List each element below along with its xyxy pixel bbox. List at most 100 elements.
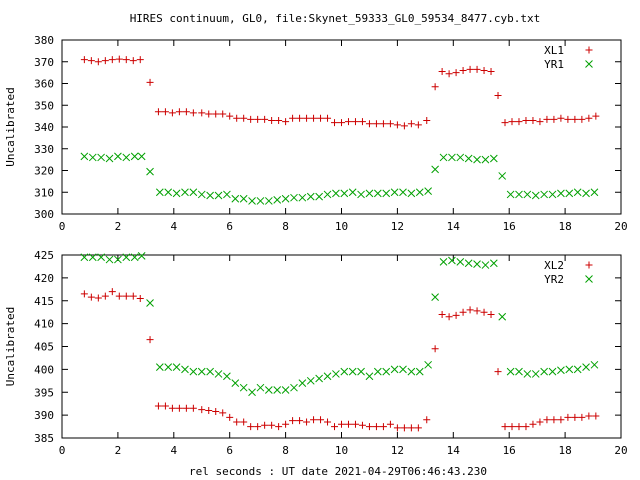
xl1-point: [182, 108, 190, 116]
yr1-point: [489, 154, 498, 163]
yr1-point: [515, 190, 523, 199]
xl2-point: [438, 310, 446, 318]
xl1-point: [212, 110, 220, 118]
xl2-point: [219, 409, 227, 417]
xl1-point: [233, 114, 241, 122]
yr1-point: [164, 188, 173, 197]
xl1-point: [101, 57, 109, 65]
xl2-point: [198, 406, 206, 414]
yr1-point: [97, 153, 105, 162]
xl2-point: [136, 294, 144, 302]
yr2-point: [323, 372, 332, 381]
xl2-point: [358, 421, 366, 429]
xl2-point: [268, 421, 276, 429]
y-tick-label: 420: [34, 272, 54, 285]
x-tick-label: 6: [226, 220, 233, 233]
yr2-point: [298, 379, 307, 387]
xl1-point: [515, 118, 523, 126]
xl2-point: [189, 404, 197, 412]
xl2-point: [536, 418, 544, 426]
xl1-point: [452, 69, 460, 77]
yr1-point: [399, 188, 407, 197]
xl2-point: [317, 416, 325, 424]
y-tick-label: 415: [34, 295, 54, 308]
xl1-point: [338, 119, 345, 127]
yr1-point: [473, 155, 481, 164]
x-tick-label: 2: [115, 220, 122, 233]
yr2-point: [548, 367, 557, 376]
xl2-point: [522, 423, 530, 431]
xl1-point: [501, 119, 509, 127]
xl1-point: [407, 120, 415, 128]
yr1-point: [506, 190, 515, 199]
legend-label: XL1: [544, 44, 564, 57]
yr2-point: [523, 370, 532, 378]
yr1-point: [448, 153, 456, 162]
xl1-point: [94, 58, 102, 66]
x-tick-label: 2: [115, 444, 122, 457]
yr2-point: [473, 260, 481, 269]
yr2-point: [264, 386, 273, 394]
yr1-point: [155, 188, 164, 197]
yr1-point: [214, 191, 223, 200]
yr1-point: [573, 188, 582, 197]
xl2-point: [108, 288, 116, 296]
xl1-point: [310, 114, 318, 122]
y-tick-label: 360: [34, 78, 54, 91]
yr1-point: [390, 188, 399, 197]
xl1-point: [344, 118, 352, 126]
yr1-point: [340, 189, 349, 198]
yr2-point: [88, 253, 97, 262]
yr2-point: [464, 259, 473, 268]
legend-marker: [585, 275, 593, 283]
xl1-point: [466, 65, 474, 73]
xl2-point: [372, 423, 380, 431]
xl1-point: [80, 56, 88, 64]
y-tick-label: 340: [34, 121, 54, 134]
x-tick-label: 14: [447, 444, 461, 457]
xl1-point: [115, 55, 123, 63]
xl1-point: [275, 116, 283, 124]
xl1-point: [268, 116, 276, 124]
xl2-point: [129, 292, 137, 300]
xl2-point: [161, 402, 169, 410]
xl1-point: [386, 120, 394, 128]
yr2-point: [214, 370, 223, 378]
yr1-point: [582, 189, 590, 198]
xl2-point: [571, 413, 579, 421]
yr1-point: [431, 165, 439, 174]
yr1-point: [239, 194, 248, 203]
xl1-point: [522, 116, 530, 124]
y-tick-label: 405: [34, 341, 54, 354]
xl1-point: [431, 83, 439, 91]
yr1-point: [557, 189, 565, 198]
yr2-point: [231, 379, 240, 387]
x-axis-label: rel seconds : UT date 2021-04-29T06:46:4…: [189, 465, 487, 478]
y-tick-label: 370: [34, 56, 54, 69]
yr1-point: [189, 188, 198, 197]
xl1-point: [494, 91, 502, 99]
xl1-point: [129, 57, 137, 65]
x-tick-label: 18: [558, 444, 571, 457]
yr1-point: [273, 196, 282, 204]
xl2-point: [275, 423, 283, 431]
yr1-point: [137, 152, 146, 161]
yr2-point: [382, 367, 391, 376]
xl2-point: [351, 420, 359, 428]
yr1-point: [565, 189, 574, 198]
xl2-point: [212, 407, 220, 415]
y-tick-label: 320: [34, 165, 54, 178]
xl1-point: [529, 116, 537, 124]
xl1-point: [161, 108, 169, 116]
yr2-point: [340, 367, 349, 376]
xl2-point: [379, 423, 387, 431]
xl2-point: [585, 412, 593, 420]
xl2-point: [543, 416, 551, 424]
y-tick-label: 330: [34, 143, 54, 156]
yr2-point: [122, 253, 131, 262]
xl2-point: [168, 404, 176, 412]
xl2-point: [386, 420, 394, 428]
yr2-point: [189, 367, 198, 376]
yr2-point: [273, 386, 282, 394]
xl1-point: [205, 110, 213, 118]
